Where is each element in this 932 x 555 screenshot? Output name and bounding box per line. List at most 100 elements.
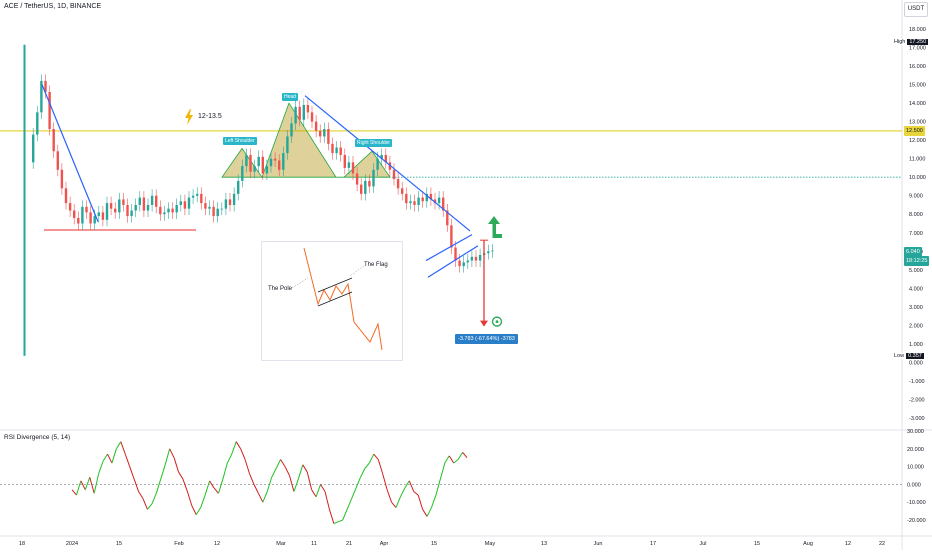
rsi-segment bbox=[444, 455, 450, 464]
candle-body bbox=[376, 158, 379, 170]
candle-body bbox=[302, 104, 305, 120]
candle-body bbox=[138, 197, 141, 205]
rsi-segment bbox=[382, 473, 388, 490]
rsi-segment bbox=[297, 464, 304, 480]
rsi-segment bbox=[342, 509, 348, 521]
candle-body bbox=[466, 260, 469, 263]
price-tick-label: 5.000 bbox=[909, 268, 923, 274]
candle-body bbox=[77, 217, 80, 224]
rsi-segment bbox=[311, 489, 317, 498]
rsi-segment bbox=[169, 448, 175, 458]
candle-body bbox=[269, 158, 273, 167]
candle-body bbox=[474, 256, 478, 261]
rsi-segment bbox=[151, 493, 157, 505]
pole-line bbox=[303, 247, 383, 351]
candle-body bbox=[433, 199, 437, 204]
rsi-segment bbox=[107, 453, 113, 464]
price-tick-label: 8.000 bbox=[909, 212, 923, 218]
candle-body bbox=[167, 208, 170, 213]
candle-body bbox=[220, 208, 223, 210]
bear-flag-diagram bbox=[291, 247, 383, 351]
candle-body bbox=[392, 169, 396, 180]
rsi-segment bbox=[355, 477, 361, 489]
flag-top-line bbox=[317, 277, 353, 293]
rsi-segment bbox=[155, 478, 162, 494]
candle-body bbox=[48, 91, 51, 130]
price-tick-label: -1.000 bbox=[909, 379, 925, 385]
time-tick-label: 12 bbox=[845, 541, 851, 547]
rsi-segment bbox=[249, 473, 255, 485]
candle-body bbox=[105, 203, 109, 220]
time-tick-label: 17 bbox=[650, 541, 656, 547]
candle-body bbox=[146, 204, 150, 211]
high-value: 17.250 bbox=[907, 39, 929, 45]
flag-lower-line bbox=[427, 245, 479, 278]
time-tick-label: Feb bbox=[174, 541, 183, 547]
rsi-segment bbox=[257, 493, 264, 503]
rsi-tick-label: 20.000 bbox=[907, 447, 924, 453]
rsi-segment bbox=[142, 498, 148, 510]
candle-body bbox=[150, 195, 154, 205]
candle-body bbox=[491, 250, 494, 252]
candle-body bbox=[68, 203, 72, 211]
candle-body bbox=[458, 260, 461, 267]
price-tick-label: 12.000 bbox=[909, 138, 926, 144]
candle-body bbox=[319, 130, 322, 137]
price-axis: 18.000 17.000 16.000 15.000 14.000 13.000 12.0… bbox=[909, 27, 926, 422]
up-arrow-icon bbox=[488, 216, 502, 238]
candle-body bbox=[109, 203, 113, 209]
rsi-segment bbox=[102, 453, 108, 462]
candle-body bbox=[396, 179, 400, 189]
rsi-segment bbox=[315, 484, 322, 498]
candle-body bbox=[261, 156, 264, 174]
rsi-segment bbox=[333, 521, 339, 525]
rsi-segment bbox=[288, 475, 295, 492]
candle-body bbox=[355, 173, 359, 185]
price-tick-label: 7.000 bbox=[909, 231, 923, 237]
candle-body bbox=[290, 123, 293, 137]
price-tick-label: 2.000 bbox=[909, 323, 923, 329]
time-tick-label: 12 bbox=[214, 541, 220, 547]
symbol-title[interactable]: ACE / TetherUS, 1D, BINANCE bbox=[4, 3, 102, 10]
candle-body bbox=[487, 251, 490, 254]
currency-button[interactable]: USDT bbox=[904, 2, 928, 17]
candle-body bbox=[134, 204, 137, 211]
candle-body bbox=[347, 162, 351, 168]
rsi-segment bbox=[164, 448, 171, 465]
candle-body bbox=[343, 154, 346, 168]
candle-body bbox=[126, 204, 129, 217]
time-tick-label: 18 bbox=[19, 541, 25, 547]
candle-body bbox=[179, 201, 182, 205]
lightning-bolt-icon bbox=[185, 109, 193, 125]
candle-body bbox=[200, 193, 203, 204]
rsi-pane: 30.000 20.000 10.000 0.000 -10.000 -20.000 bbox=[0, 429, 926, 525]
candle-body bbox=[228, 199, 232, 205]
price-tick-label: 11.000 bbox=[909, 157, 925, 163]
candle-body bbox=[40, 80, 43, 113]
candle-body bbox=[142, 197, 146, 211]
rsi-segment bbox=[204, 480, 211, 496]
rsi-segment bbox=[240, 448, 246, 460]
candle-body bbox=[155, 195, 158, 207]
candle-body bbox=[253, 166, 256, 172]
rsi-segment bbox=[426, 507, 432, 517]
rsi-segment bbox=[275, 459, 282, 469]
rsi-segment bbox=[280, 459, 286, 467]
candle-body bbox=[409, 201, 412, 204]
candle-body bbox=[241, 166, 244, 181]
rsi-segment bbox=[98, 461, 104, 474]
candle-body bbox=[265, 166, 269, 174]
candle-body bbox=[478, 254, 482, 261]
candle-body bbox=[323, 129, 326, 137]
price-tick-label: 17.000 bbox=[909, 46, 926, 52]
rsi-segment bbox=[217, 478, 224, 494]
rsi-segment bbox=[209, 480, 215, 489]
candle-body bbox=[278, 160, 281, 170]
rsi-segment bbox=[80, 480, 86, 490]
candle-body bbox=[413, 201, 416, 205]
candle-body bbox=[257, 156, 260, 167]
rsi-indicator-title[interactable]: RSI Divergence (5, 14) bbox=[4, 434, 71, 441]
candle-body bbox=[64, 188, 68, 204]
